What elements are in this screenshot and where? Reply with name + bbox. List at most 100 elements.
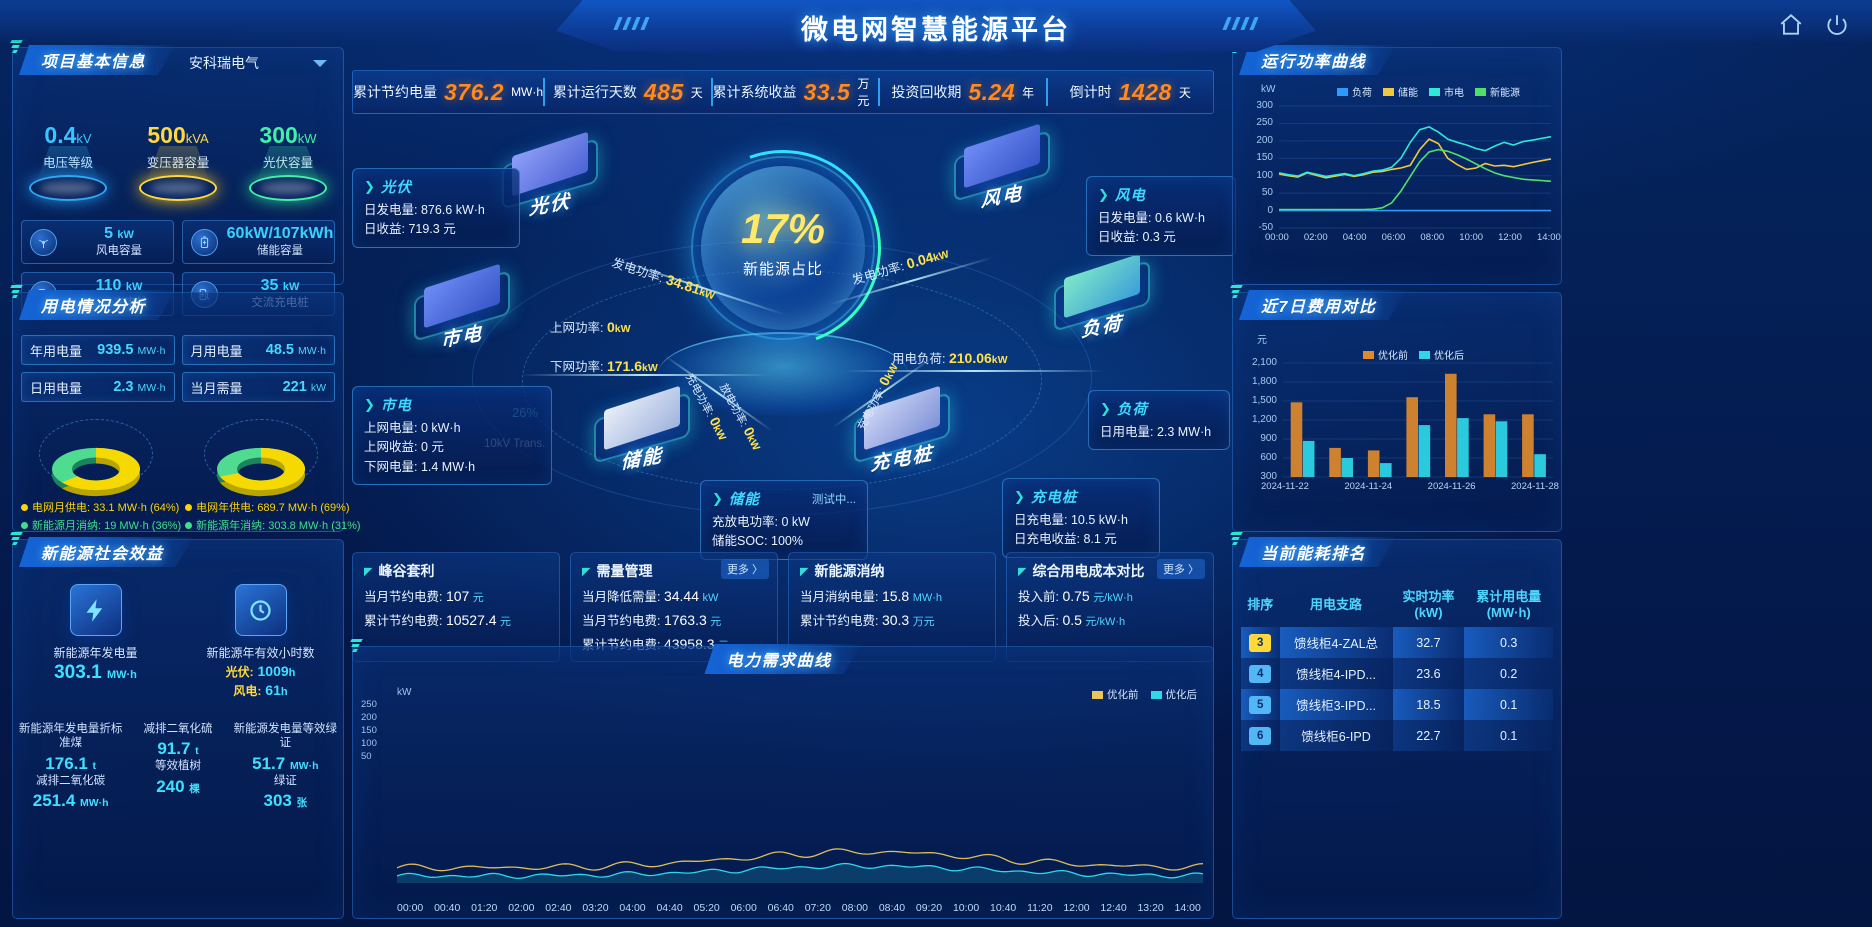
demand-legend: 优化前 优化后: [1092, 687, 1197, 702]
usage-donut-0: [30, 409, 162, 497]
social-bottom-label: 绿证: [273, 774, 297, 787]
panel-energy-ranking: 当前能耗排名 排序 用电支路 实时功率 (kW) 累计用电量 (MW·h) 3 馈线柜…: [1230, 532, 1562, 919]
info-card-row: 日收益: 0.3 元: [1098, 230, 1176, 245]
demand-ytick: 100: [361, 738, 377, 749]
hours-pv-label: 光伏:: [225, 665, 254, 679]
panel-basic-info: 项目基本信息 安科瑞电气 0.4kV 电压等级 500kVA 变压器容量 300…: [10, 40, 344, 316]
social-bottom-value: 176.1 t: [45, 753, 97, 773]
flow-node-wind[interactable]: 风电: [952, 123, 1052, 212]
rank-badge: 4: [1241, 658, 1280, 690]
kpi-unit: 天: [690, 85, 703, 100]
company-selector[interactable]: 安科瑞电气: [183, 50, 333, 76]
clock-icon: [234, 584, 287, 636]
capacity-value: 300kW: [259, 122, 317, 148]
power-legend-item: 负荷: [1337, 84, 1372, 99]
capacity-box-label: 储能容量: [257, 245, 303, 258]
cost-ylabel: 元: [1257, 335, 1267, 346]
kpi-unit: MW·h: [511, 85, 544, 99]
social-value: 303.1: [54, 662, 102, 683]
capacity-box-0: 5 kW 风电容量: [21, 220, 174, 264]
app-header: 微电网智慧能源平台: [0, 0, 1872, 58]
info-card-storage: ❯ 储能 测试中... 充放电功率: 0 kW 储能SOC: 100%: [700, 480, 868, 560]
cost-ytick: 1,200: [1251, 414, 1277, 425]
capacity-item-0: 0.4kV 电压等级: [16, 124, 120, 201]
hours-pv-unit: h: [288, 667, 296, 679]
panel-title-demand: 电力需求曲线: [726, 653, 832, 670]
legend-text: 新能源年消纳: 303.8 MW·h (31%): [196, 520, 361, 532]
capacity-label: 光伏容量: [236, 152, 340, 171]
flow-node-grid[interactable]: 市电: [412, 263, 512, 352]
kpi-label: 累计系统收益: [712, 84, 797, 100]
kpi-strip: 累计节约电量 376.2 MW·h 累计运行天数 485 天累计系统收益 33.5…: [352, 70, 1214, 114]
info-card-title: 充电桩: [1030, 490, 1078, 506]
demand-xtick: 12:00: [1063, 902, 1090, 914]
panel-tick-icon: [350, 639, 366, 654]
info-card-row: 日发电量: 876.6 kW·h: [364, 203, 485, 217]
cost-xtick: 2024-11-22: [1261, 481, 1309, 492]
summary-card-row: 当月降低需量: 34.44 kW: [582, 588, 719, 604]
home-icon[interactable]: [1778, 12, 1804, 38]
kpi-value: 376.2: [444, 78, 505, 105]
power-xtick: 04:00: [1342, 232, 1367, 243]
usage-metric-3: 当月需量 221 kW: [181, 372, 335, 402]
power-ytick: 300: [1256, 100, 1273, 111]
legend-dot: [185, 503, 193, 511]
info-card-row: 日收益: 719.3 元: [364, 222, 456, 237]
kpi-label: 投资回收期: [891, 84, 962, 100]
more-button[interactable]: 更多 〉: [1156, 559, 1205, 579]
demand-legend-item: 优化前: [1092, 687, 1139, 702]
info-card-row: 充放电功率: 0 kW: [712, 515, 810, 529]
flow-node-storage[interactable]: 储能: [592, 385, 692, 474]
capacity-label: 电压等级: [16, 152, 120, 171]
social-bottom-value: 303 张: [263, 791, 308, 811]
usage-metric-0: 年用电量 939.5 MW·h: [21, 335, 175, 365]
battery-icon: [191, 228, 218, 256]
demand-xtick: 05:20: [693, 902, 720, 914]
more-button[interactable]: 更多 〉: [720, 559, 769, 579]
kpi-value: 33.5: [803, 78, 851, 105]
panel-title-ranking: 当前能耗排名: [1261, 546, 1367, 563]
info-card-title: 光伏: [380, 180, 412, 196]
card-tick-icon: ◤: [364, 565, 373, 578]
cost-ytick: 1,500: [1251, 395, 1277, 406]
summary-card-title: 需量管理: [596, 563, 653, 579]
ranking-col-3: 累计用电量 (MW·h): [1476, 589, 1542, 620]
legend-dot: [21, 521, 28, 529]
cost-ytick: 1,800: [1251, 376, 1277, 387]
info-card-charger: ❯ 充电桩 日充电量: 10.5 kW·h 日充电收益: 8.1 元: [1002, 478, 1160, 558]
social-unit: MW·h: [106, 669, 137, 681]
info-card-row: 储能SOC: 100%: [712, 534, 804, 549]
donut-chart: [51, 447, 140, 497]
power-ytick: 100: [1256, 169, 1273, 181]
hours-pv-value: 1009: [257, 663, 289, 679]
power-icon[interactable]: [1824, 12, 1850, 38]
usage-metric-label: 日用电量: [30, 380, 83, 396]
table-row[interactable]: 6 馈线柜6-IPD 22.7 0.1: [1241, 720, 1553, 752]
flow-node-load[interactable]: 负荷: [1052, 253, 1152, 342]
demand-ytick: 250: [361, 699, 377, 710]
kpi-label: 累计节约电量: [353, 84, 437, 100]
table-row[interactable]: 3 馈线柜4-ZAL总 32.7 0.3: [1241, 627, 1553, 659]
flow-line-grid: [520, 374, 770, 376]
capacity-value: 500kVA: [147, 122, 209, 148]
capacity-box-label: 风电容量: [96, 245, 142, 258]
usage-legend-item: 新能源年消纳: 303.8 MW·h (31%): [185, 517, 361, 533]
table-row[interactable]: 4 馈线柜4-IPD... 23.6 0.2: [1241, 658, 1553, 690]
ranking-col-0: 排序: [1247, 596, 1274, 612]
power-xtick: 06:00: [1381, 232, 1406, 243]
kpi-item-4: 倒计时 1428 天: [1048, 78, 1213, 106]
power-legend: 负荷 储能 市电 新能源: [1337, 84, 1520, 99]
power-ytick: 150: [1256, 152, 1273, 164]
table-row[interactable]: 5 馈线柜3-IPD... 18.5 0.1: [1241, 689, 1553, 721]
hours-wind-value: 61: [265, 682, 281, 698]
power-xtick: 12:00: [1498, 232, 1522, 243]
demand-xtick: 00:40: [434, 902, 461, 914]
cost-legend-item: 优化后: [1419, 347, 1464, 362]
demand-xtick: 03:20: [582, 902, 609, 914]
kpi-item-3: 投资回收期 5.24 年: [880, 78, 1048, 106]
ranking-col-1: 用电支路: [1310, 596, 1363, 612]
capacity-item-1: 500kVA 变压器容量: [126, 124, 230, 201]
demand-ytick: 200: [361, 712, 377, 723]
header-deco-right: [1222, 17, 1259, 30]
power-legend-item: 市电: [1429, 84, 1464, 99]
